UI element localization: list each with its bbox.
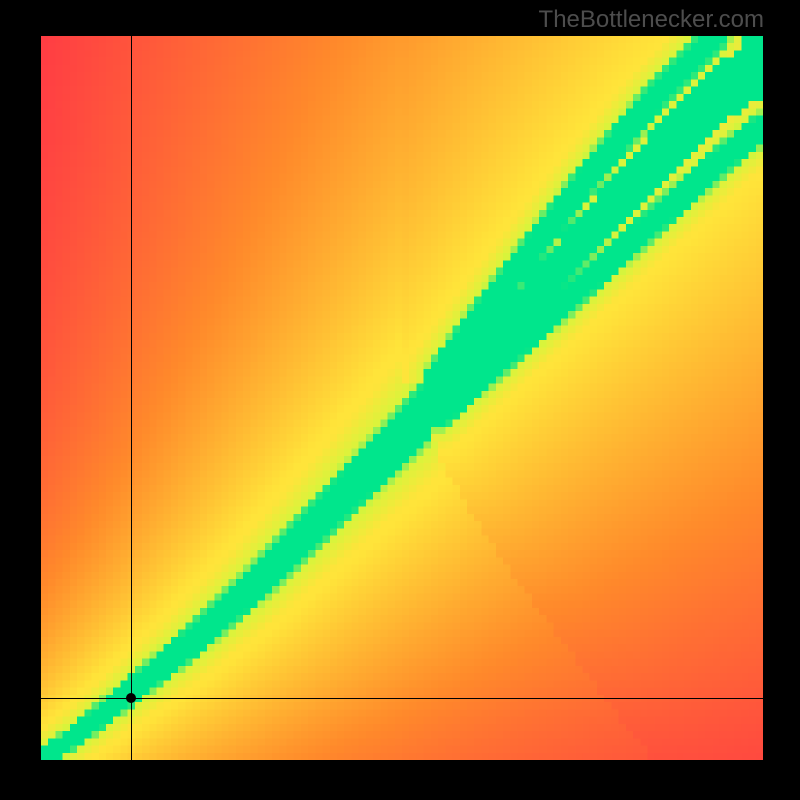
chart-container: { "watermark": { "text": "TheBottlenecke… — [0, 0, 800, 800]
watermark-text: TheBottlenecker.com — [539, 6, 764, 34]
bottleneck-heatmap — [41, 36, 763, 760]
crosshair-vertical — [131, 36, 132, 760]
crosshair-horizontal — [41, 698, 763, 699]
